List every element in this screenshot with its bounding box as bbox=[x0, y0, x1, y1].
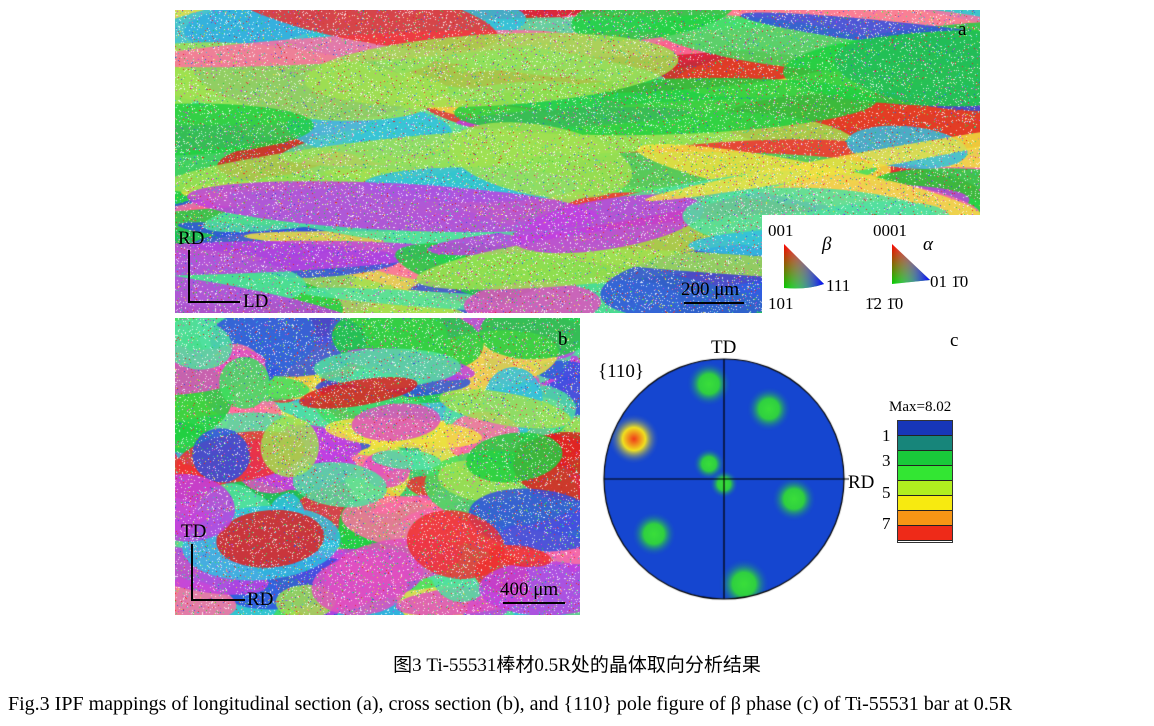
td-arrow bbox=[191, 544, 193, 600]
pole-td-label: TD bbox=[711, 337, 737, 358]
alpha-ipf-triangle bbox=[892, 244, 930, 284]
panel-letter-a: a bbox=[958, 19, 967, 40]
colorbar-max-label: Max=8.02 bbox=[889, 399, 952, 415]
colorbar-tick-7: 7 bbox=[882, 514, 891, 533]
beta-ipf-triangle bbox=[784, 244, 824, 289]
colorbar-band bbox=[898, 421, 952, 436]
colorbar bbox=[897, 420, 953, 543]
beta-101-label: 101 bbox=[768, 294, 794, 313]
alpha-symbol: α bbox=[923, 234, 933, 255]
alpha-0001-label: 0001 bbox=[873, 221, 907, 240]
panel-a-ipf-map: a 001 β 111 101 0001 α 01 1̄0 1̄2 1̄0 RD… bbox=[175, 10, 980, 313]
rd-arrow bbox=[188, 250, 190, 302]
axis-label-rd: RD bbox=[178, 228, 205, 249]
panel-letter-c: c bbox=[950, 330, 959, 351]
colorbar-band bbox=[898, 466, 952, 481]
alpha-12-10-label: 1̄2 1̄0 bbox=[865, 294, 904, 313]
alpha-01-10-label: 01 1̄0 bbox=[930, 272, 969, 291]
ld-arrow bbox=[188, 301, 240, 303]
scale-bar-a bbox=[684, 302, 744, 304]
colorbar-band bbox=[898, 481, 952, 496]
colorbar-tick-3: 3 bbox=[882, 451, 891, 470]
colorbar-band bbox=[898, 526, 952, 541]
colorbar-band bbox=[898, 511, 952, 526]
scale-bar-label-b: 400 μm bbox=[500, 579, 559, 600]
scale-bar-b bbox=[503, 602, 565, 604]
beta-111-label: 111 bbox=[826, 276, 851, 295]
colorbar-band bbox=[898, 451, 952, 466]
rd-arrow-b bbox=[191, 599, 245, 601]
legend-box: 001 β 111 101 0001 α 01 1̄0 1̄2 1̄0 bbox=[762, 215, 980, 313]
axis-label-ld: LD bbox=[243, 291, 269, 312]
pole-rd-label: RD bbox=[848, 472, 875, 493]
colorbar-tick-1: 1 bbox=[882, 426, 891, 445]
panel-letter-b: b bbox=[558, 329, 568, 350]
colorbar-band bbox=[898, 496, 952, 511]
caption-chinese: 图3 Ti-55531棒材0.5R处的晶体取向分析结果 bbox=[393, 655, 761, 676]
beta-001-label: 001 bbox=[768, 221, 794, 240]
axis-label-rd-b: RD bbox=[247, 589, 274, 610]
axis-label-td: TD bbox=[181, 521, 207, 542]
caption-english: Fig.3 IPF mappings of longitudinal secti… bbox=[8, 693, 1013, 715]
colorbar-tick-5: 5 bbox=[882, 483, 891, 502]
beta-symbol: β bbox=[822, 234, 832, 255]
ipf-map-cross-section bbox=[175, 318, 580, 615]
pole-figure-110 bbox=[599, 354, 849, 604]
scale-bar-label-a: 200 μm bbox=[681, 279, 740, 300]
panel-b-ipf-map: b TD RD 400 μm bbox=[175, 318, 580, 615]
colorbar-band bbox=[898, 436, 952, 451]
plane-label: {110} bbox=[598, 361, 645, 382]
